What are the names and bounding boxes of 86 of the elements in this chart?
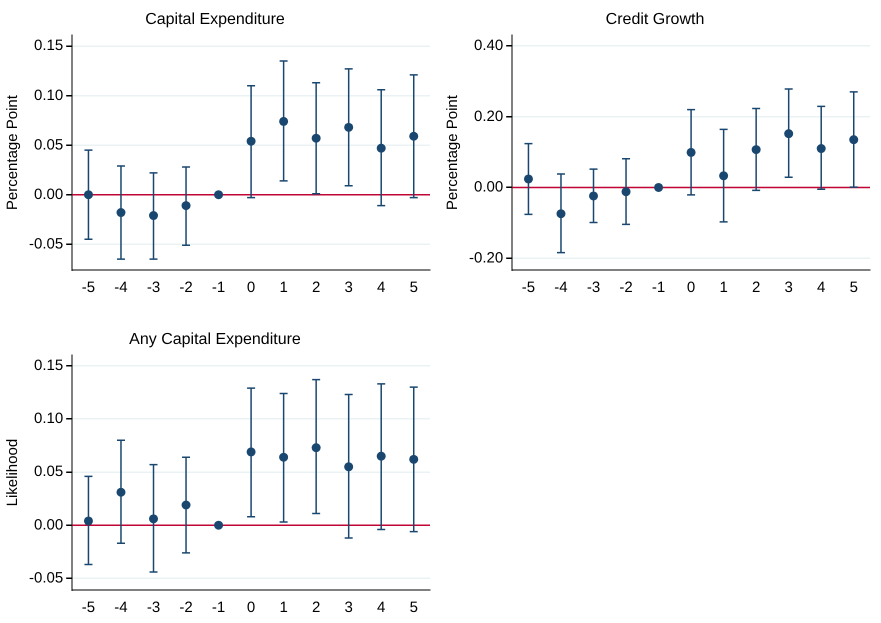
- x-tick-label: 4: [377, 599, 386, 616]
- x-tick-label: -2: [179, 279, 193, 296]
- x-tick-label: -4: [554, 279, 568, 296]
- point: [654, 182, 664, 192]
- y-tick-label: 0.15: [34, 37, 64, 54]
- x-tick-label: 5: [850, 279, 858, 296]
- y-tick-label: 0.00: [34, 186, 64, 203]
- point: [182, 500, 191, 510]
- x-tick-label: -2: [619, 279, 633, 296]
- x-tick-label: 1: [719, 279, 728, 296]
- point: [849, 135, 858, 144]
- x-tick-label: -1: [212, 599, 226, 616]
- y-tick-label: 0.05: [34, 136, 64, 154]
- point: [376, 144, 386, 153]
- point: [279, 116, 288, 126]
- x-tick-label: -4: [114, 279, 128, 296]
- x-tick-label: -5: [82, 279, 96, 296]
- point: [149, 514, 158, 524]
- point: [246, 447, 256, 456]
- point: [182, 201, 191, 210]
- x-tick-label: 0: [246, 599, 256, 616]
- y-tick-label: 0.10: [34, 86, 64, 104]
- point: [524, 174, 533, 184]
- x-tick-label: 5: [410, 599, 418, 616]
- point: [116, 208, 126, 218]
- x-tick-label: 2: [312, 279, 320, 296]
- point: [622, 187, 631, 196]
- x-tick-label: 0: [686, 279, 696, 296]
- point: [246, 136, 256, 146]
- point: [214, 190, 224, 200]
- chart-title: Credit Growth: [606, 11, 704, 28]
- x-tick-label: 3: [784, 279, 793, 296]
- x-tick-label: 5: [410, 279, 418, 296]
- y-tick-label: 0.10: [34, 410, 64, 428]
- point: [344, 462, 354, 472]
- x-tick-label: -2: [179, 599, 193, 616]
- point: [312, 443, 321, 452]
- x-tick-label: 2: [312, 599, 320, 616]
- point: [84, 516, 93, 526]
- point: [84, 190, 93, 200]
- y-axis-title: Likelihood: [4, 438, 22, 506]
- y-tick-label: -0.20: [468, 249, 504, 266]
- x-tick-label: -3: [146, 279, 160, 296]
- y-tick-label: -0.05: [28, 235, 64, 252]
- x-tick-label: -1: [212, 279, 226, 296]
- point: [376, 452, 386, 461]
- point: [344, 122, 354, 132]
- x-tick-label: -3: [586, 279, 600, 296]
- point: [409, 454, 418, 464]
- x-tick-label: -4: [114, 599, 128, 616]
- x-tick-label: 1: [279, 599, 288, 616]
- x-tick-label: -3: [146, 599, 160, 616]
- chart-title: Any Capital Expenditure: [129, 331, 301, 348]
- x-tick-label: 4: [377, 279, 386, 296]
- x-tick-label: -1: [652, 279, 666, 296]
- y-tick-label: 0.00: [474, 178, 504, 196]
- y-axis-title: Percentage Point: [444, 94, 462, 210]
- point: [686, 148, 696, 157]
- point: [556, 209, 566, 218]
- point: [116, 488, 126, 497]
- y-tick-label: 0.40: [474, 36, 504, 54]
- point: [149, 211, 158, 220]
- point: [279, 452, 288, 462]
- x-tick-label: -5: [522, 279, 536, 296]
- y-axis-title: Percentage Point: [4, 94, 22, 210]
- point: [409, 132, 418, 141]
- y-tick-label: 0.15: [34, 356, 64, 374]
- point: [816, 144, 826, 154]
- y-tick-label: 0.20: [474, 108, 504, 125]
- point: [719, 171, 728, 180]
- y-tick-label: -0.05: [28, 569, 64, 586]
- point: [752, 145, 761, 154]
- x-tick-label: 0: [246, 279, 256, 296]
- x-tick-label: -5: [82, 599, 96, 616]
- x-tick-label: 3: [344, 599, 353, 616]
- point: [312, 134, 321, 143]
- point: [784, 129, 794, 138]
- y-tick-label: 0.00: [34, 516, 64, 534]
- x-tick-label: 3: [344, 279, 353, 296]
- point: [589, 191, 598, 200]
- x-tick-label: 1: [279, 279, 288, 296]
- x-tick-label: 2: [752, 279, 760, 296]
- y-tick-label: 0.05: [34, 463, 64, 480]
- chart-title: Capital Expenditure: [145, 11, 285, 28]
- point: [214, 520, 224, 530]
- x-tick-label: 4: [817, 279, 826, 296]
